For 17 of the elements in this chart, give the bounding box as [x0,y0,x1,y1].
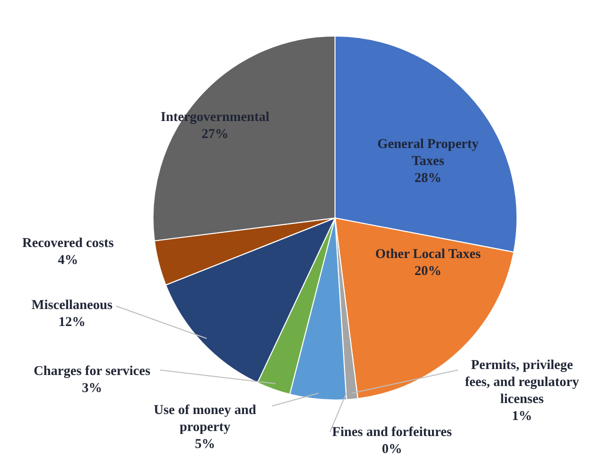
slice-label: Use of money and property [154,402,257,434]
category-label: Fines and forfeitures [332,424,452,439]
data-label: 5% [194,436,216,451]
data-label: 20% [414,263,442,278]
slice-label: Recovered costs [22,235,114,250]
data-label: 27% [202,126,228,141]
slice-label: Miscellaneous [32,297,112,312]
data-label: 28% [414,170,442,185]
data-label: 3% [82,380,102,395]
slice-label: Permits, privilege fees, and regulatory licenses [464,357,580,406]
data-label: 1% [512,408,532,423]
data-label: 4% [58,252,78,267]
slice-label: General Property Taxes [377,136,479,168]
slice-label: Other Local Taxes [375,246,481,261]
text: 0% [382,441,402,456]
data-label: 12% [58,314,86,329]
slice-label: Charges for services [34,363,150,378]
